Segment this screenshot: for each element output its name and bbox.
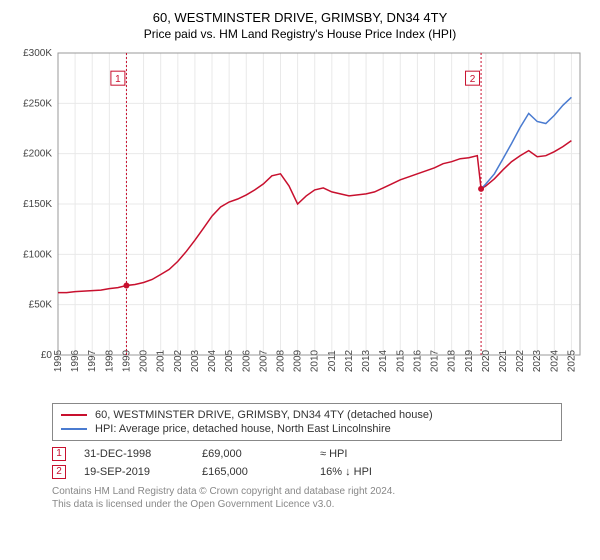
chart-plot-area: £0£50K£100K£150K£200K£250K£300K199519961…	[14, 47, 586, 397]
svg-text:2015: 2015	[395, 349, 406, 372]
legend-swatch	[61, 414, 87, 416]
svg-text:1999: 1999	[121, 349, 132, 372]
legend-item: HPI: Average price, detached house, Nort…	[61, 422, 553, 436]
annotation-delta: 16% ↓ HPI	[320, 466, 420, 478]
svg-text:2001: 2001	[156, 349, 167, 372]
svg-text:2022: 2022	[515, 349, 526, 372]
svg-text:2008: 2008	[275, 349, 286, 372]
svg-text:£150K: £150K	[23, 199, 52, 210]
annotation-badge: 2	[52, 465, 66, 479]
svg-text:£100K: £100K	[23, 249, 52, 260]
svg-text:1996: 1996	[70, 349, 81, 372]
svg-text:2011: 2011	[327, 350, 338, 372]
svg-text:2002: 2002	[173, 349, 184, 372]
svg-text:£0: £0	[41, 350, 53, 361]
chart-subtitle: Price paid vs. HM Land Registry's House …	[14, 27, 586, 41]
svg-text:2004: 2004	[207, 349, 218, 372]
annotation-price: £165,000	[202, 466, 302, 478]
svg-text:1997: 1997	[87, 349, 98, 372]
svg-text:2009: 2009	[293, 349, 304, 372]
svg-text:£250K: £250K	[23, 98, 52, 109]
annotation-badge: 1	[52, 447, 66, 461]
legend: 60, WESTMINSTER DRIVE, GRIMSBY, DN34 4TY…	[52, 403, 562, 441]
svg-text:2007: 2007	[258, 349, 269, 372]
svg-text:2017: 2017	[430, 349, 441, 372]
annotation-date: 19-SEP-2019	[84, 466, 184, 478]
svg-text:2021: 2021	[498, 349, 509, 372]
svg-text:2003: 2003	[190, 349, 201, 372]
chart-svg: £0£50K£100K£150K£200K£250K£300K199519961…	[14, 47, 586, 397]
legend-swatch	[61, 428, 87, 430]
svg-text:2005: 2005	[224, 349, 235, 372]
legend-item: 60, WESTMINSTER DRIVE, GRIMSBY, DN34 4TY…	[61, 408, 553, 422]
svg-text:1: 1	[115, 74, 121, 85]
svg-text:2: 2	[470, 74, 476, 85]
footer-attribution: Contains HM Land Registry data © Crown c…	[52, 485, 586, 511]
footer-line2: This data is licensed under the Open Gov…	[52, 498, 586, 511]
svg-text:2014: 2014	[378, 349, 389, 372]
svg-text:2019: 2019	[464, 349, 475, 372]
svg-text:£200K: £200K	[23, 149, 52, 160]
svg-text:2018: 2018	[447, 349, 458, 372]
annotation-delta: ≈ HPI	[320, 448, 420, 460]
annotation-price: £69,000	[202, 448, 302, 460]
annotation-row: 1 31-DEC-1998 £69,000 ≈ HPI	[52, 445, 562, 463]
legend-label: 60, WESTMINSTER DRIVE, GRIMSBY, DN34 4TY…	[95, 409, 433, 421]
svg-text:2016: 2016	[412, 349, 423, 372]
svg-text:2025: 2025	[566, 349, 577, 372]
chart-container: 60, WESTMINSTER DRIVE, GRIMSBY, DN34 4TY…	[0, 0, 600, 560]
annotation-date: 31-DEC-1998	[84, 448, 184, 460]
svg-text:2010: 2010	[310, 349, 321, 372]
svg-text:£50K: £50K	[29, 300, 53, 311]
chart-title: 60, WESTMINSTER DRIVE, GRIMSBY, DN34 4TY	[14, 10, 586, 25]
svg-text:2023: 2023	[532, 349, 543, 372]
footer-line1: Contains HM Land Registry data © Crown c…	[52, 485, 586, 498]
legend-label: HPI: Average price, detached house, Nort…	[95, 423, 391, 435]
svg-text:2006: 2006	[241, 349, 252, 372]
annotation-table: 1 31-DEC-1998 £69,000 ≈ HPI 2 19-SEP-2019 £165…	[52, 445, 562, 481]
svg-text:£300K: £300K	[23, 48, 52, 59]
svg-text:2013: 2013	[361, 349, 372, 372]
svg-text:2012: 2012	[344, 349, 355, 372]
svg-text:2024: 2024	[549, 349, 560, 372]
svg-text:1998: 1998	[104, 349, 115, 372]
svg-text:2000: 2000	[139, 349, 150, 372]
svg-text:2020: 2020	[481, 349, 492, 372]
annotation-row: 2 19-SEP-2019 £165,000 16% ↓ HPI	[52, 463, 562, 481]
